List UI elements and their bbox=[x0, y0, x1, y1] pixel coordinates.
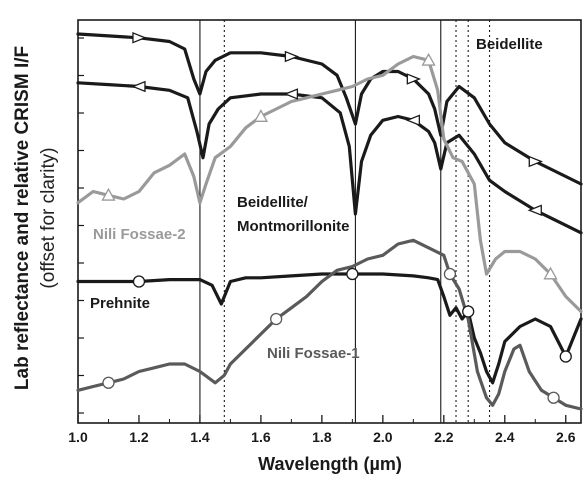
series-0-marker-0 bbox=[132, 31, 147, 44]
series-0-marker-3 bbox=[528, 155, 544, 168]
plot-frame bbox=[77, 19, 582, 424]
x-tick-label-8: 2.6 bbox=[556, 429, 576, 445]
x-tick-label-6: 2.2 bbox=[434, 429, 454, 445]
series-0-marker-1 bbox=[284, 50, 300, 63]
series-4-marker-1 bbox=[270, 312, 283, 326]
x-tick-label-2: 1.4 bbox=[190, 429, 210, 445]
x-tick-label-3: 1.6 bbox=[251, 429, 271, 445]
series-1-marker-3 bbox=[527, 204, 542, 217]
series-1-marker-2 bbox=[405, 114, 420, 127]
series-3-marker-3 bbox=[559, 350, 572, 363]
label-beidellite: Beidellite bbox=[476, 36, 543, 53]
series-1-marker-0 bbox=[131, 80, 146, 93]
series-labels: Beidellite Beidellite/ Montmorillonite N… bbox=[90, 36, 543, 362]
x-ticks: 1.0 1.2 1.4 1.6 1.8 2.0 2.2 2.4 2.6 bbox=[68, 415, 576, 445]
series-4-marker-3 bbox=[547, 391, 560, 404]
series-0-marker-2 bbox=[406, 73, 422, 85]
series-line-4 bbox=[76, 238, 583, 411]
series-2-marker-1 bbox=[253, 109, 269, 122]
x-tick-label-0: 1.0 bbox=[68, 429, 88, 445]
series-line-1 bbox=[76, 81, 583, 235]
series-3-marker-0 bbox=[132, 275, 146, 288]
y-axis-title-group: Lab reflectance and relative CRISM I/F (… bbox=[12, 46, 59, 390]
series-2-marker-0 bbox=[101, 187, 116, 201]
series-line-0 bbox=[76, 32, 583, 186]
label-nili-fossae-1: Nili Fossae-1 bbox=[267, 345, 360, 362]
x-axis-title: Wavelength (µm) bbox=[258, 454, 402, 474]
series-1-marker-1 bbox=[283, 88, 299, 100]
series-4-marker-2 bbox=[443, 267, 457, 281]
label-beidellite-montmorillonite-2: Montmorillonite bbox=[237, 218, 350, 235]
series-line-3 bbox=[76, 272, 583, 385]
x-tick-label-7: 2.4 bbox=[495, 429, 515, 445]
label-beidellite-montmorillonite-1: Beidellite/ bbox=[237, 194, 309, 211]
label-nili-fossae-2: Nili Fossae-2 bbox=[93, 226, 186, 243]
series-3-marker-1 bbox=[346, 267, 359, 281]
x-tick-label-4: 1.8 bbox=[312, 429, 332, 445]
y-axis-title: Lab reflectance and relative CRISM I/F bbox=[12, 46, 33, 390]
label-prehnite: Prehnite bbox=[90, 295, 150, 312]
reference-lines bbox=[199, 20, 491, 423]
series-2-marker-2 bbox=[421, 52, 436, 66]
series-3-marker-2 bbox=[462, 305, 475, 318]
y-axis-subtitle: (offset for clarity) bbox=[38, 147, 59, 288]
marker-layer bbox=[101, 31, 572, 404]
series-layer bbox=[76, 32, 583, 411]
series-2-marker-3 bbox=[543, 266, 558, 280]
series-4-marker-0 bbox=[102, 376, 115, 389]
y-ticks bbox=[78, 37, 84, 414]
x-tick-label-1: 1.2 bbox=[129, 429, 149, 445]
series-line-2 bbox=[76, 54, 583, 314]
x-tick-label-5: 2.0 bbox=[373, 429, 393, 445]
